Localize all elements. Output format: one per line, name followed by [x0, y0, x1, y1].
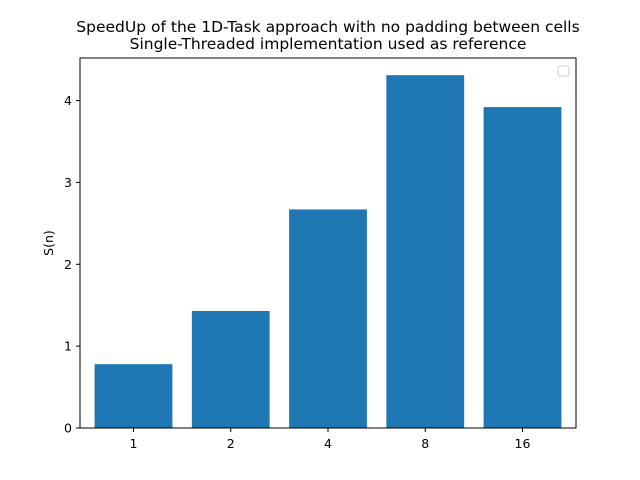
x-tick-label: 2	[227, 436, 235, 451]
bar-2	[191, 310, 270, 428]
chart-title: SpeedUp of the 1D-Task approach with no …	[76, 18, 579, 36]
bar-16	[483, 107, 562, 428]
bar-4	[289, 209, 367, 428]
y-axis: 0 1 2 3 4	[64, 93, 80, 436]
x-tick-label: 8	[421, 436, 429, 451]
y-tick-label: 1	[64, 339, 72, 354]
x-tick-label: 16	[515, 436, 531, 451]
x-axis: 1 2 4 8 16	[130, 428, 531, 451]
legend-box	[557, 65, 570, 77]
x-tick-label: 1	[130, 436, 138, 451]
x-tick-label: 4	[324, 436, 332, 451]
bar-8	[386, 75, 465, 429]
y-tick-label: 3	[64, 175, 72, 190]
y-axis-label: S(n)	[41, 230, 56, 256]
bar-1	[94, 364, 173, 428]
bar-group	[94, 75, 562, 429]
y-tick-label: 2	[64, 257, 72, 272]
y-tick-label: 4	[64, 93, 72, 108]
chart-subtitle: Single-Threaded implementation used as r…	[130, 35, 527, 53]
y-tick-label: 0	[64, 421, 72, 436]
